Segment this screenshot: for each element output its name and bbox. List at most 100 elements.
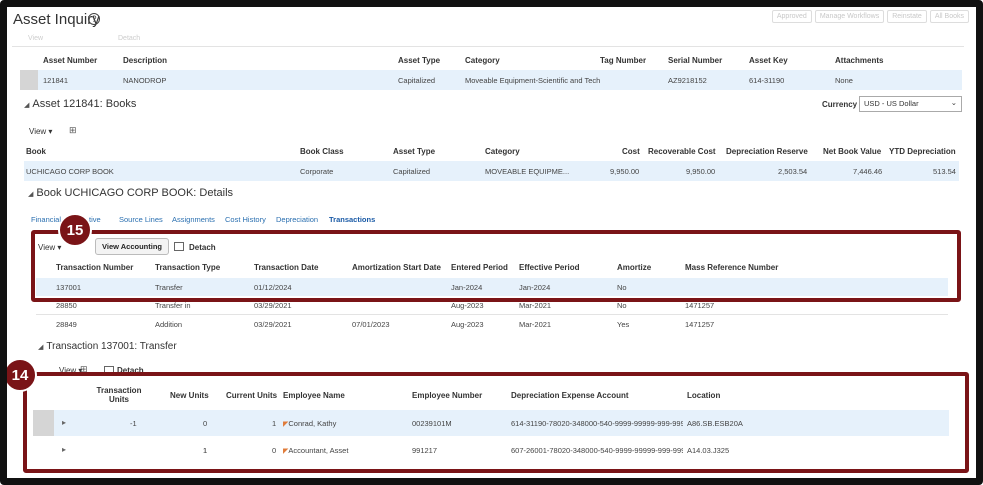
col-book-asset-type[interactable]: Asset Type	[393, 147, 436, 156]
col-transaction-date[interactable]: Transaction Date	[254, 263, 319, 272]
col-recoverable-cost[interactable]: Recoverable Cost	[648, 147, 716, 156]
location-cell: A14.03.J325	[687, 446, 730, 455]
book-asset-type-cell: Capitalized	[393, 167, 431, 176]
col-depreciation-reserve[interactable]: Depreciation Reserve	[726, 147, 808, 156]
tab-descriptive[interactable]: tive	[89, 215, 101, 224]
employee-name-cell: ◤Accountant, Asset	[283, 446, 349, 455]
all-books-select[interactable]: All Books	[929, 10, 969, 23]
tab-assignments[interactable]: Assignments	[172, 215, 215, 224]
expand-row-icon[interactable]: ▸	[62, 418, 67, 427]
faded-detach[interactable]: Detach	[118, 35, 141, 42]
row-header[interactable]	[20, 70, 38, 90]
manage-workflows-button[interactable]: Manage Workflows	[814, 10, 885, 23]
category-cell: Moveable Equipment-Scientific and Tech	[465, 76, 601, 85]
col-transaction-number[interactable]: Transaction Number	[56, 263, 134, 272]
attachments-cell: None	[835, 76, 853, 85]
divider	[12, 46, 964, 47]
col-tag-number[interactable]: Tag Number	[600, 56, 647, 65]
currency-select[interactable]: USD - US Dollar ⌄	[859, 96, 962, 112]
book-cell: UCHICAGO CORP BOOK	[26, 167, 114, 176]
tab-source-lines[interactable]: Source Lines	[119, 215, 163, 224]
collapse-icon[interactable]: ◢	[24, 102, 30, 109]
details-section-title[interactable]: ◢ Book UCHICAGO CORP BOOK: Details	[28, 187, 234, 199]
row-header[interactable]	[33, 410, 54, 436]
faded-view-menu[interactable]: View	[28, 35, 44, 42]
col-amortize[interactable]: Amortize	[617, 263, 652, 272]
mass-reference-cell: 1471257	[685, 301, 715, 310]
transactions-view-menu[interactable]: View ▾	[38, 243, 62, 252]
col-asset-key[interactable]: Asset Key	[749, 56, 788, 65]
col-description[interactable]: Description	[123, 56, 168, 65]
transactions-detach[interactable]: Detach	[189, 243, 216, 252]
effective-period-cell: Jan-2024	[519, 283, 551, 292]
col-serial-number[interactable]: Serial Number	[668, 56, 723, 65]
col-transaction-units[interactable]: Transaction Units	[96, 386, 142, 404]
depreciation-reserve-cell: 2,503.54	[778, 167, 808, 176]
col-cost[interactable]: Cost	[622, 147, 640, 156]
step-badge-15: 15	[58, 213, 92, 247]
asset-key-cell: 614-31190	[749, 76, 785, 85]
entered-period-cell: Jan-2024	[451, 283, 483, 292]
book-category-cell: MOVEABLE EQUIPME...	[485, 167, 570, 176]
view-accounting-button[interactable]: View Accounting	[95, 238, 170, 255]
tab-transactions[interactable]: Transactions	[329, 215, 376, 224]
effective-period-cell: Mar-2021	[519, 320, 552, 329]
transaction-row-137001[interactable]	[36, 278, 948, 296]
step-badge-14: 14	[3, 358, 37, 392]
books-view-menu[interactable]: View ▾	[29, 127, 53, 136]
col-book-class[interactable]: Book Class	[300, 147, 344, 156]
transfer-view-menu[interactable]: View ▾	[59, 366, 83, 375]
col-current-units[interactable]: Current Units	[226, 391, 278, 400]
help-icon[interactable]: ?	[88, 13, 100, 25]
flag-icon: ◤	[283, 421, 289, 428]
collapse-icon[interactable]: ◢	[28, 191, 34, 198]
transaction-type-cell: Transfer	[155, 283, 183, 292]
row-divider	[36, 314, 948, 315]
col-ytd-depreciation[interactable]: YTD Depreciation	[889, 147, 956, 156]
expand-row-icon[interactable]: ▸	[62, 445, 67, 454]
col-book[interactable]: Book	[26, 147, 46, 156]
current-units-cell: 0	[272, 446, 277, 455]
collapse-icon[interactable]: ◢	[38, 344, 44, 351]
col-mass-reference-number[interactable]: Mass Reference Number	[685, 263, 779, 272]
detach-icon[interactable]	[174, 242, 184, 253]
transaction-units-cell: -1	[130, 419, 137, 428]
col-book-category[interactable]: Category	[485, 147, 520, 156]
book-row[interactable]	[24, 161, 959, 181]
col-amortization-start-date[interactable]: Amortization Start Date	[352, 263, 441, 272]
col-employee-number[interactable]: Employee Number	[412, 391, 483, 400]
freeze-icon[interactable]: ⊞	[69, 125, 77, 135]
ytd-depreciation-cell: 513.54	[933, 167, 956, 176]
col-asset-type[interactable]: Asset Type	[398, 56, 441, 65]
reinstate-button[interactable]: Reinstate	[887, 10, 927, 23]
col-attachments[interactable]: Attachments	[835, 56, 884, 65]
books-section-title[interactable]: ◢ Asset 121841: Books	[24, 98, 137, 110]
tab-depreciation[interactable]: Depreciation	[276, 215, 319, 224]
col-category[interactable]: Category	[465, 56, 500, 65]
col-transaction-type[interactable]: Transaction Type	[155, 263, 221, 272]
col-employee-name[interactable]: Employee Name	[283, 391, 345, 400]
transfer-detach[interactable]: Detach	[117, 366, 144, 375]
mass-reference-cell: 1471257	[685, 320, 715, 329]
entered-period-cell: Aug-2023	[451, 320, 484, 329]
col-depreciation-expense-account[interactable]: Depreciation Expense Account	[511, 391, 629, 400]
col-new-units[interactable]: New Units	[170, 391, 209, 400]
new-units-cell: 0	[203, 419, 208, 428]
approved-button[interactable]: Approved	[771, 10, 812, 23]
transfer-section-title[interactable]: ◢ Transaction 137001: Transfer	[38, 341, 177, 352]
location-cell: A86.SB.ESB20A	[687, 419, 743, 428]
col-location[interactable]: Location	[687, 391, 721, 400]
asset-row[interactable]	[20, 70, 962, 90]
assignment-row[interactable]	[33, 410, 949, 436]
col-entered-period[interactable]: Entered Period	[451, 263, 508, 272]
page-title: Asset Inquiry	[13, 11, 100, 28]
tab-financial[interactable]: Financial	[31, 215, 62, 224]
col-effective-period[interactable]: Effective Period	[519, 263, 580, 272]
transaction-number-cell: 137001	[56, 283, 82, 292]
top-action-buttons: Approved Manage Workflows Reinstate All …	[771, 10, 969, 23]
transaction-date-cell: 03/29/2021	[254, 301, 292, 310]
freeze-icon[interactable]: ⊞	[80, 364, 88, 374]
tab-cost-history[interactable]: Cost History	[225, 215, 266, 224]
col-asset-number[interactable]: Asset Number	[43, 56, 98, 65]
col-net-book-value[interactable]: Net Book Value	[823, 147, 882, 156]
